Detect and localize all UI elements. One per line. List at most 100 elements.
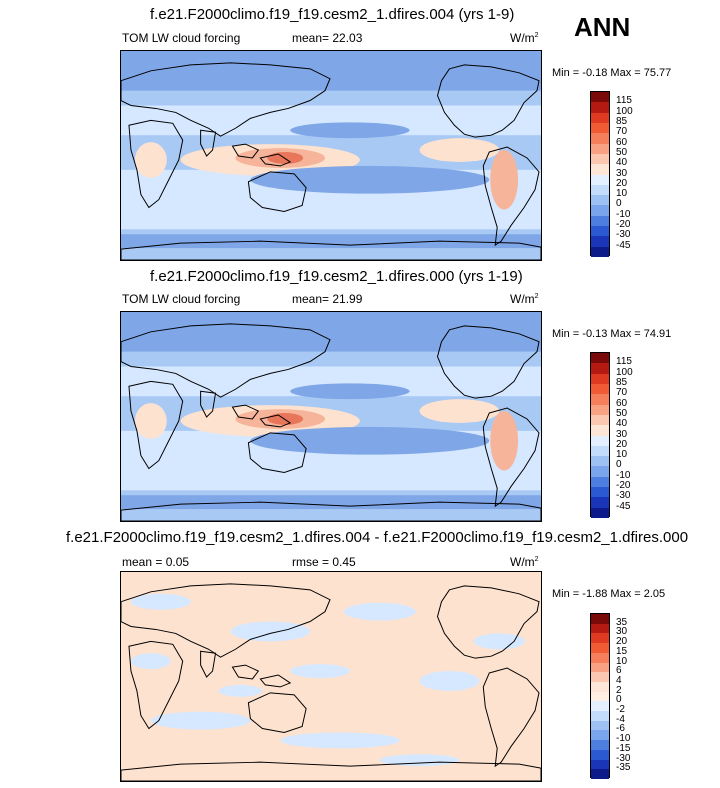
colorbar-tick-label: -10 xyxy=(616,733,631,745)
colorbar-segment xyxy=(591,435,609,446)
colorbar-segment xyxy=(591,226,609,237)
panel-2-variable-label: TOM LW cloud forcing xyxy=(122,292,241,306)
panel-1-variable-label: TOM LW cloud forcing xyxy=(122,31,241,45)
colorbar-segment xyxy=(591,236,609,247)
panel-2-minmax: Min = -0.13 Max = 74.91 xyxy=(552,328,672,340)
colorbar-tick-label: 2 xyxy=(616,684,622,696)
colorbar-tick-label: -20 xyxy=(616,219,631,231)
colorbar-segment xyxy=(591,681,609,692)
colorbar-segment xyxy=(591,92,609,103)
colorbar-segment xyxy=(591,394,609,405)
colorbar-segment xyxy=(591,143,609,154)
colorbar-tick-label: 100 xyxy=(616,366,633,378)
colorbar-segment xyxy=(591,672,609,682)
colorbar-segment xyxy=(591,153,609,165)
colorbar-segment xyxy=(591,164,609,175)
colorbar-segment xyxy=(591,425,609,436)
colorbar-tick-label: 30 xyxy=(616,626,628,638)
colorbar-segment xyxy=(591,749,609,760)
colorbar-tick-label: 20 xyxy=(616,438,628,450)
colorbar-segment xyxy=(591,414,609,426)
colorbar-tick-label: -30 xyxy=(616,229,631,241)
colorbar-tick-label: 85 xyxy=(616,115,628,127)
colorbar-tick-label: 20 xyxy=(616,177,628,189)
panel-3-units: W/m2 xyxy=(510,555,539,569)
colorbar-segment xyxy=(591,456,609,467)
panel-3-minmax: Min = -1.88 Max = 2.05 xyxy=(552,588,666,600)
panel-3-colorbar xyxy=(590,613,610,779)
colorbar-segment xyxy=(591,701,609,712)
colorbar-tick-label: 115 xyxy=(616,356,632,368)
colorbar-segment xyxy=(591,759,609,770)
colorbar-tick-label: 10 xyxy=(616,449,628,461)
colorbar-tick-label: 0 xyxy=(616,198,622,210)
colorbar-tick-label: -30 xyxy=(616,752,631,764)
colorbar-tick-label: 30 xyxy=(616,428,628,440)
colorbar-segment xyxy=(591,662,609,673)
colorbar-segment xyxy=(591,195,609,206)
colorbar-tick-label: 10 xyxy=(616,655,628,667)
colorbar-tick-label: 70 xyxy=(616,387,628,399)
colorbar-segment xyxy=(591,383,609,395)
colorbar-tick-label: 15 xyxy=(616,645,628,657)
colorbar-tick-label: 50 xyxy=(616,146,628,158)
season-label: ANN xyxy=(574,12,631,42)
colorbar-tick-label: 30 xyxy=(616,167,628,179)
colorbar-segment xyxy=(591,769,609,779)
colorbar-tick-label: -35 xyxy=(616,762,631,774)
colorbar-segment xyxy=(591,133,609,144)
colorbar-tick-label: 40 xyxy=(616,157,628,169)
panel-1-units: W/m2 xyxy=(510,31,539,45)
colorbar-tick-label: 6 xyxy=(616,665,622,677)
colorbar-segment xyxy=(591,623,609,634)
colorbar-segment xyxy=(591,740,609,750)
panel-3-map xyxy=(120,571,542,782)
panel-3-rmse-label: rmse = 0.45 xyxy=(292,555,356,569)
colorbar-segment xyxy=(591,246,609,257)
colorbar-tick-label: 60 xyxy=(616,397,628,409)
colorbar-segment xyxy=(591,215,609,227)
panel-1-colorbar xyxy=(590,91,610,257)
colorbar-tick-label: -4 xyxy=(616,713,625,725)
colorbar-tick-label: -30 xyxy=(616,490,631,502)
panel-2-units: W/m2 xyxy=(510,292,539,306)
colorbar-tick-label: 20 xyxy=(616,636,628,648)
colorbar-segment xyxy=(591,476,609,488)
colorbar-tick-label: -15 xyxy=(616,742,631,754)
colorbar-segment xyxy=(591,445,609,457)
colorbar-segment xyxy=(591,614,609,624)
colorbar-tick-label: -10 xyxy=(616,469,631,481)
colorbar-tick-label: 40 xyxy=(616,418,628,430)
panel-2-title: f.e21.F2000climo.f19_f19.cesm2_1.dfires.… xyxy=(150,268,523,285)
colorbar-tick-label: -6 xyxy=(616,723,625,735)
colorbar-segment xyxy=(591,205,609,216)
colorbar-segment xyxy=(591,497,609,508)
colorbar-tick-label: -45 xyxy=(616,239,631,251)
colorbar-segment xyxy=(591,363,609,374)
colorbar-segment xyxy=(591,487,609,498)
colorbar-segment xyxy=(591,691,609,702)
colorbar-segment xyxy=(591,102,609,113)
colorbar-tick-label: 50 xyxy=(616,407,628,419)
colorbar-segment xyxy=(591,633,609,644)
colorbar-segment xyxy=(591,720,609,731)
colorbar-tick-label: 0 xyxy=(616,694,622,706)
colorbar-segment xyxy=(591,643,609,653)
colorbar-tick-label: 115 xyxy=(616,95,632,107)
panel-3-title: f.e21.F2000climo.f19_f19.cesm2_1.dfires.… xyxy=(66,529,689,546)
colorbar-segment xyxy=(591,373,609,384)
colorbar-tick-label: 4 xyxy=(616,674,622,686)
colorbar-tick-label: 70 xyxy=(616,126,628,138)
colorbar-segment xyxy=(591,730,609,741)
panel-1-title: f.e21.F2000climo.f19_f19.cesm2_1.dfires.… xyxy=(150,6,515,23)
colorbar-segment xyxy=(591,404,609,415)
panel-2-map xyxy=(120,311,542,522)
colorbar-segment xyxy=(591,652,609,663)
panel-2-mean-label: mean= 21.99 xyxy=(292,292,363,306)
colorbar-segment xyxy=(591,711,609,721)
colorbar-tick-label: -45 xyxy=(616,500,631,512)
colorbar-segment xyxy=(591,184,609,196)
colorbar-segment xyxy=(591,353,609,364)
colorbar-segment xyxy=(591,174,609,185)
colorbar-tick-label: -10 xyxy=(616,208,631,220)
